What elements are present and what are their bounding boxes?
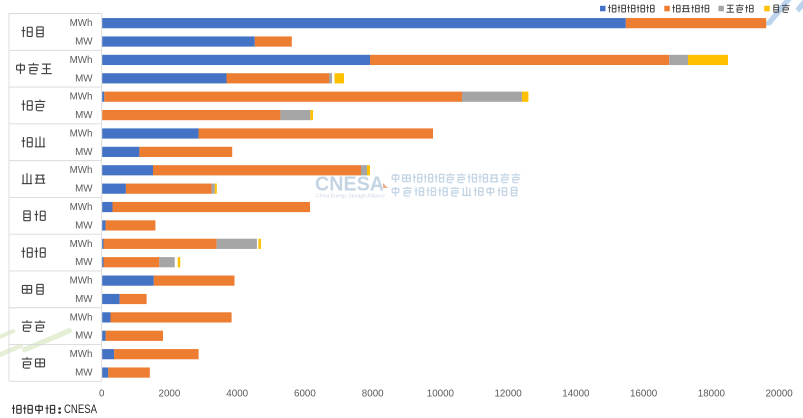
svg-text:MW: MW (75, 257, 93, 268)
svg-text:MWh: MWh (70, 165, 93, 176)
svg-text:MWh: MWh (70, 312, 93, 323)
svg-text:MWh: MWh (70, 276, 93, 287)
svg-text:CNESA: CNESA (64, 404, 97, 416)
svg-text:MW: MW (75, 73, 93, 84)
svg-text:MWh: MWh (70, 128, 93, 139)
svg-text:8000: 8000 (362, 389, 384, 400)
svg-text:MW: MW (75, 294, 93, 305)
svg-text:MW: MW (75, 331, 93, 342)
svg-text:MW: MW (75, 147, 93, 158)
svg-text:0: 0 (99, 389, 105, 400)
svg-text:20000: 20000 (765, 389, 793, 400)
svg-text:CNESA: CNESA (315, 173, 384, 196)
svg-text:10000: 10000 (427, 389, 455, 400)
svg-text:12000: 12000 (494, 389, 522, 400)
svg-text:MWh: MWh (70, 202, 93, 213)
svg-text:18000: 18000 (698, 389, 726, 400)
svg-text:MWh: MWh (70, 239, 93, 250)
svg-text:MW: MW (75, 110, 93, 121)
svg-text:14000: 14000 (562, 389, 590, 400)
svg-text:MWh: MWh (70, 18, 93, 29)
svg-text:MW: MW (75, 37, 93, 48)
svg-text:6000: 6000 (294, 389, 316, 400)
svg-text:MW: MW (75, 220, 93, 231)
svg-text:4000: 4000 (226, 389, 248, 400)
svg-text:MWh: MWh (70, 92, 93, 103)
svg-text:MW: MW (75, 368, 93, 379)
svg-text:MW: MW (75, 184, 93, 195)
svg-text:2000: 2000 (159, 389, 181, 400)
svg-text:China Energy Storage Alliance: China Energy Storage Alliance (316, 193, 385, 199)
svg-text:MWh: MWh (70, 349, 93, 360)
svg-text:MWh: MWh (70, 55, 93, 66)
svg-text:16000: 16000 (630, 389, 658, 400)
